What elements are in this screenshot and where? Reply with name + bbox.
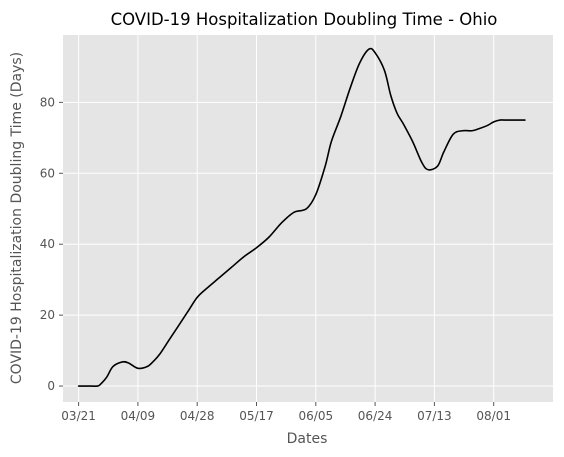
x-axis-label: Dates: [287, 431, 328, 447]
y-tick-label: 20: [40, 308, 55, 322]
x-tick-label: 08/01: [476, 409, 511, 423]
x-tick-label: 06/05: [299, 409, 334, 423]
x-tick-label: 06/24: [358, 409, 393, 423]
y-axis-ticks: 0 20 40 60 80: [40, 95, 63, 393]
x-tick-label: 04/09: [121, 409, 156, 423]
doubling-time-line: [77, 47, 526, 387]
x-tick-label: 03/21: [61, 409, 96, 423]
x-tick-label: 05/17: [239, 409, 274, 423]
x-axis-ticks: 03/21 04/09 04/28 05/17 06/05 06/24 07/13 08/01: [61, 402, 511, 423]
chart-title: COVID-19 Hospitalization Doubling Time -…: [111, 10, 498, 29]
grid-lines: [63, 35, 553, 402]
y-tick-label: 0: [47, 379, 55, 393]
x-tick-label: 04/28: [180, 409, 215, 423]
x-tick-label: 07/13: [417, 409, 452, 423]
y-tick-label: 80: [40, 95, 55, 109]
y-tick-label: 40: [40, 237, 55, 251]
plot-background: [63, 35, 553, 402]
y-tick-label: 60: [40, 166, 55, 180]
y-axis-label: COVID-19 Hospitalization Doubling Time (…: [9, 52, 25, 384]
